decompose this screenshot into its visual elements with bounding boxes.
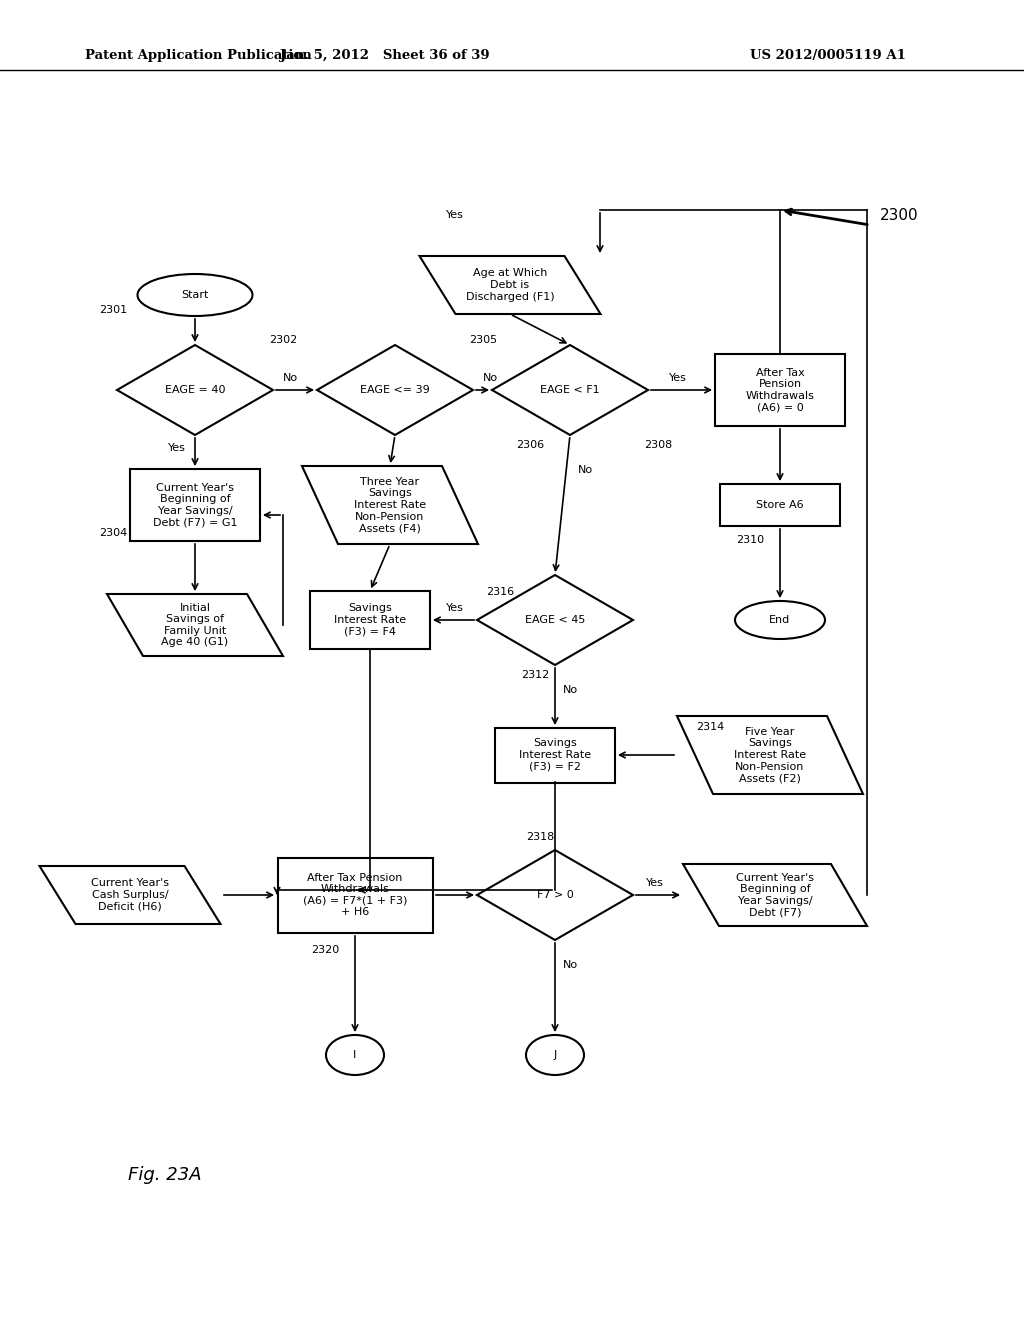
Text: No: No (283, 374, 298, 383)
Text: Current Year's
Beginning of
Year Savings/
Debt (F7): Current Year's Beginning of Year Savings… (736, 873, 814, 917)
Text: US 2012/0005119 A1: US 2012/0005119 A1 (750, 49, 906, 62)
Text: 2316: 2316 (486, 587, 514, 597)
Text: 2308: 2308 (644, 440, 672, 450)
Text: Age at Which
Debt is
Discharged (F1): Age at Which Debt is Discharged (F1) (466, 268, 554, 301)
Text: After Tax Pension
Withdrawals
(A6) = F7*(1 + F3)
+ H6: After Tax Pension Withdrawals (A6) = F7*… (303, 873, 408, 917)
Bar (495, 727, 615, 783)
Text: Current Year's
Beginning of
Year Savings/
Debt (F7) = G1: Current Year's Beginning of Year Savings… (153, 483, 238, 528)
Text: Three Year
Savings
Interest Rate
Non-Pension
Assets (F4): Three Year Savings Interest Rate Non-Pen… (354, 477, 426, 533)
Text: No: No (562, 960, 578, 970)
Text: No: No (482, 374, 498, 383)
Text: No: No (562, 685, 578, 696)
Text: Fig. 23A: Fig. 23A (128, 1166, 202, 1184)
Bar (715, 354, 845, 426)
Text: 2314: 2314 (696, 722, 724, 733)
Text: Store A6: Store A6 (756, 500, 804, 510)
Text: Five Year
Savings
Interest Rate
Non-Pension
Assets (F2): Five Year Savings Interest Rate Non-Pens… (734, 727, 806, 783)
Text: I: I (353, 1049, 356, 1060)
Text: F7 > 0: F7 > 0 (537, 890, 573, 900)
Text: 2305: 2305 (469, 335, 497, 345)
Text: Initial
Savings of
Family Unit
Age 40 (G1): Initial Savings of Family Unit Age 40 (G… (162, 603, 228, 647)
Text: J: J (553, 1049, 557, 1060)
Text: 2302: 2302 (269, 335, 297, 345)
Text: 2301: 2301 (99, 305, 127, 315)
Text: After Tax
Pension
Withdrawals
(A6) = 0: After Tax Pension Withdrawals (A6) = 0 (745, 367, 814, 412)
Text: EAGE <= 39: EAGE <= 39 (360, 385, 430, 395)
Text: Jan. 5, 2012   Sheet 36 of 39: Jan. 5, 2012 Sheet 36 of 39 (281, 49, 489, 62)
Text: Savings
Interest Rate
(F3) = F4: Savings Interest Rate (F3) = F4 (334, 603, 407, 636)
Bar (130, 469, 260, 541)
Bar (720, 484, 840, 525)
Text: Patent Application Publication: Patent Application Publication (85, 49, 311, 62)
Text: Yes: Yes (669, 374, 687, 383)
Text: Yes: Yes (168, 444, 186, 453)
Text: Start: Start (181, 290, 209, 300)
Text: Current Year's
Cash Surplus/
Deficit (H6): Current Year's Cash Surplus/ Deficit (H6… (91, 878, 169, 912)
Text: 2312: 2312 (521, 671, 549, 680)
Text: Savings
Interest Rate
(F3) = F2: Savings Interest Rate (F3) = F2 (519, 738, 591, 772)
Text: EAGE < F1: EAGE < F1 (541, 385, 600, 395)
Text: EAGE < 45: EAGE < 45 (525, 615, 585, 624)
Text: 2310: 2310 (736, 535, 764, 545)
Text: Yes: Yes (446, 603, 464, 612)
Bar (278, 858, 432, 932)
Text: End: End (769, 615, 791, 624)
Bar (310, 591, 430, 649)
Text: 2300: 2300 (880, 207, 919, 223)
Text: No: No (578, 465, 593, 475)
Text: 2320: 2320 (311, 945, 339, 954)
Text: EAGE = 40: EAGE = 40 (165, 385, 225, 395)
Text: 2304: 2304 (99, 528, 127, 539)
Text: Yes: Yes (446, 210, 464, 220)
Text: 2318: 2318 (526, 832, 554, 842)
Text: 2306: 2306 (516, 440, 544, 450)
Text: Yes: Yes (646, 878, 664, 888)
